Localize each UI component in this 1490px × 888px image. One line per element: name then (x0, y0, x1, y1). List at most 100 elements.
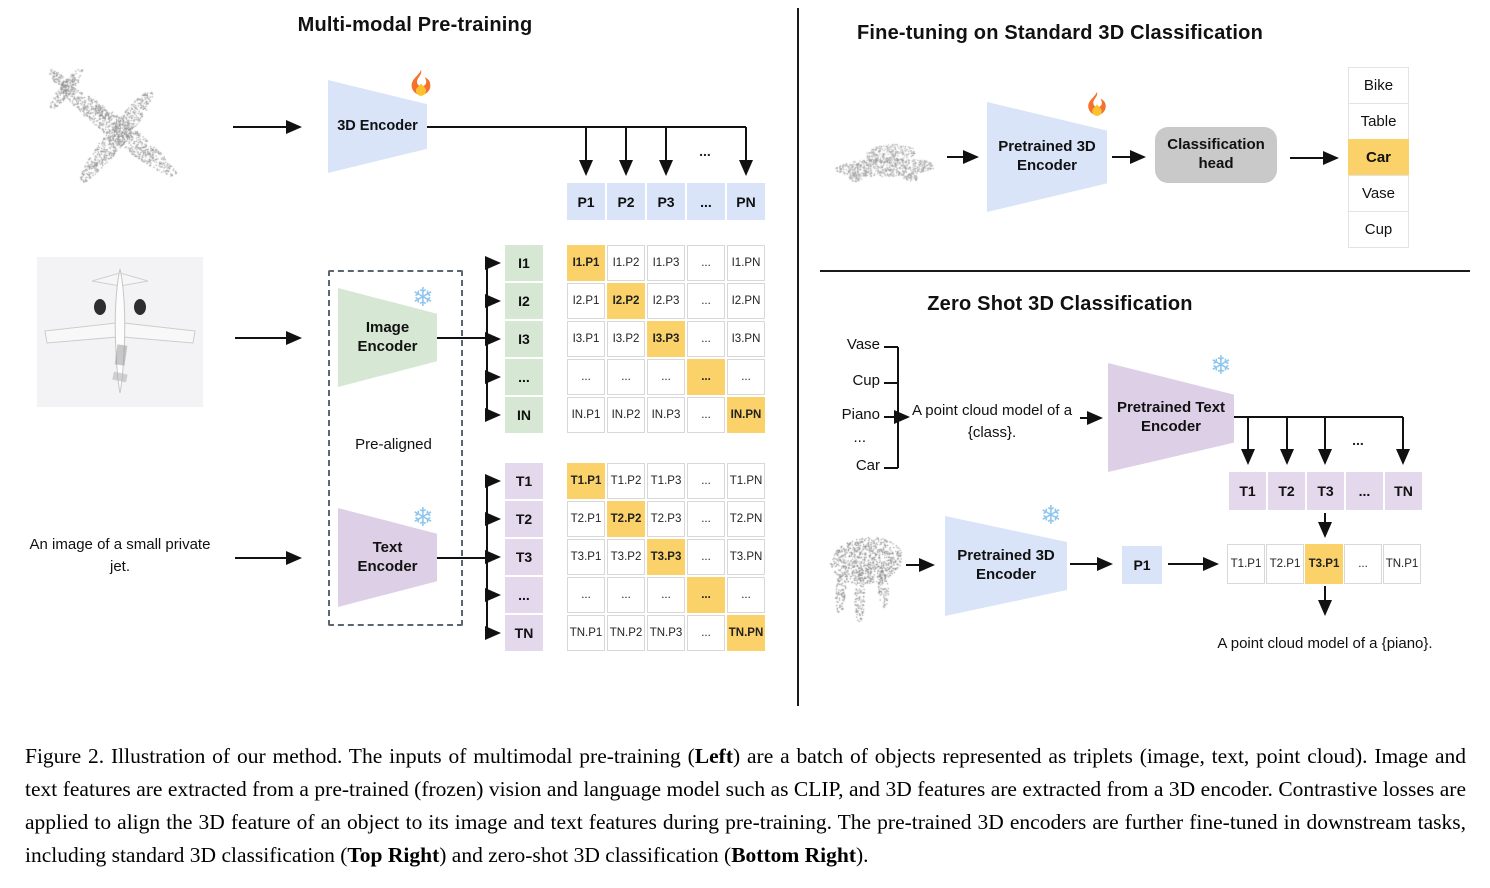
matrix-cell: T1.PN (727, 463, 765, 499)
fire-icon (406, 68, 436, 98)
snowflake-icon: ❄ (1040, 502, 1062, 528)
matrix-cell: ... (567, 577, 605, 613)
matrix-cell: IN.PN (727, 397, 765, 433)
text-feature-cell: T1 (1229, 472, 1266, 510)
matrix-cell: ... (727, 577, 765, 613)
caption-segment: Top Right (347, 843, 439, 867)
zero-shot-class-label: Cup (810, 372, 880, 389)
p-feature-cell: P2 (607, 183, 645, 220)
matrix-cell: IN.P3 (647, 397, 685, 433)
similarity-score-row: T1.P1 T2.P1 T3.P1... TN.P1 (1227, 544, 1421, 584)
p-feature-cell: ... (687, 183, 725, 220)
matrix-cell: ... (607, 577, 645, 613)
similarity-cell: T3.P1 (1305, 544, 1343, 584)
text-feature-cell: ... (1346, 472, 1383, 510)
matrix-cell: ... (687, 463, 725, 499)
snowflake-icon: ❄ (412, 504, 434, 530)
matrix-cell: ... (687, 397, 725, 433)
airplane-photo (37, 257, 203, 407)
text-feature-column: T1 T2 T3... TN (505, 463, 543, 651)
matrix-cell: I1.P3 (647, 245, 685, 281)
caption-segment: Left (695, 744, 733, 768)
pretrained-3d-encoder-label: Pretrained 3D Encoder (995, 138, 1099, 176)
figure-2: Multi-modal Pre-training An image of a s… (0, 0, 1490, 888)
matrix-cell: T3.P1 (567, 539, 605, 575)
text-feature-row: T1 T2 T3... TN (1229, 472, 1422, 510)
matrix-cell: ... (647, 359, 685, 395)
classification-head-label: Classification head (1155, 136, 1277, 174)
image-point-similarity-matrix: I1.P1 I1.P2 I1.P3... I1.PN I2.P1 I2.P2 I2.P3..… (567, 245, 765, 433)
image-feature-cell: I3 (505, 321, 543, 357)
p1-feature-box: P1 (1122, 546, 1162, 584)
zero-shot-class-label: ... (810, 429, 880, 446)
caption-segment: Bottom Right (731, 843, 856, 867)
matrix-cell: I2.P1 (567, 283, 605, 319)
matrix-cell: ... (687, 577, 725, 613)
matrix-cell: T3.P2 (607, 539, 645, 575)
matrix-cell: I2.P3 (647, 283, 685, 319)
text-encoder-label: Text Encoder (346, 539, 429, 577)
matrix-cell: TN.P2 (607, 615, 645, 651)
prompt-text: A point cloud model of a {class}. (907, 400, 1077, 444)
similarity-cell: T2.P1 (1266, 544, 1304, 584)
matrix-cell: T3.P3 (647, 539, 685, 575)
text-feature-cell: T1 (505, 463, 543, 499)
text-feature-cell: TN (505, 615, 543, 651)
left-panel-title: Multi-modal Pre-training (165, 14, 665, 37)
p1-label: P1 (1133, 557, 1150, 573)
class-cell: Cup (1348, 211, 1409, 248)
pretrained-3d-encoder-finetune: Pretrained 3D Encoder (987, 102, 1107, 212)
caption-segment: Figure 2. Illustration of our method. Th… (25, 744, 695, 768)
image-encoder-label: Image Encoder (346, 319, 429, 357)
text-feature-cell: ... (505, 577, 543, 613)
pretrained-text-encoder-label: Pretrained Text Encoder (1116, 399, 1226, 437)
piano-point-cloud (826, 530, 906, 625)
p-feature-cell: P1 (567, 183, 605, 220)
pretrained-3d-encoder-label: Pretrained 3D Encoder (953, 547, 1059, 585)
matrix-cell: I3.P3 (647, 321, 685, 357)
matrix-cell: IN.P2 (607, 397, 645, 433)
figure-caption: Figure 2. Illustration of our method. Th… (25, 740, 1466, 872)
image-feature-cell: ... (505, 359, 543, 395)
matrix-cell: ... (687, 539, 725, 575)
matrix-cell: ... (687, 359, 725, 395)
matrix-cell: ... (567, 359, 605, 395)
matrix-cell: T2.P1 (567, 501, 605, 537)
branch-ellipsis: ... (1343, 432, 1373, 448)
image-feature-column: I1 I2 I3... IN (505, 245, 543, 433)
fire-icon (1083, 90, 1111, 118)
top-right-panel-title: Fine-tuning on Standard 3D Classificatio… (810, 22, 1310, 45)
text-feature-cell: TN (1385, 472, 1422, 510)
pre-aligned-label: Pre-aligned (338, 434, 449, 456)
matrix-cell: ... (687, 245, 725, 281)
matrix-cell: T1.P1 (567, 463, 605, 499)
zero-shot-class-label: Piano (810, 406, 880, 423)
airplane-point-cloud (30, 48, 200, 208)
matrix-cell: TN.PN (727, 615, 765, 651)
matrix-cell: T1.P3 (647, 463, 685, 499)
vertical-panel-divider (797, 8, 799, 706)
caption-segment: ) and zero-shot 3D classification ( (439, 843, 731, 867)
class-cell: Bike (1348, 67, 1409, 104)
car-point-cloud (830, 133, 940, 185)
matrix-cell: I1.P1 (567, 245, 605, 281)
text-feature-cell: T2 (505, 501, 543, 537)
matrix-cell: I3.P1 (567, 321, 605, 357)
branch-ellipsis: ... (690, 143, 720, 159)
p-feature-row: P1 P2 P3... PN (567, 183, 765, 220)
matrix-cell: T3.PN (727, 539, 765, 575)
class-cell: Car (1348, 139, 1409, 176)
similarity-cell: ... (1344, 544, 1382, 584)
classification-head: Classification head (1155, 127, 1277, 183)
image-feature-cell: IN (505, 397, 543, 433)
encoder-3d-label: 3D Encoder (337, 117, 418, 135)
matrix-cell: I3.P2 (607, 321, 645, 357)
matrix-cell: ... (687, 321, 725, 357)
matrix-cell: I1.P2 (607, 245, 645, 281)
text-feature-cell: T3 (505, 539, 543, 575)
matrix-cell: ... (687, 283, 725, 319)
image-feature-cell: I1 (505, 245, 543, 281)
matrix-cell: ... (687, 615, 725, 651)
zero-shot-class-label: Vase (810, 336, 880, 353)
image-feature-cell: I2 (505, 283, 543, 319)
